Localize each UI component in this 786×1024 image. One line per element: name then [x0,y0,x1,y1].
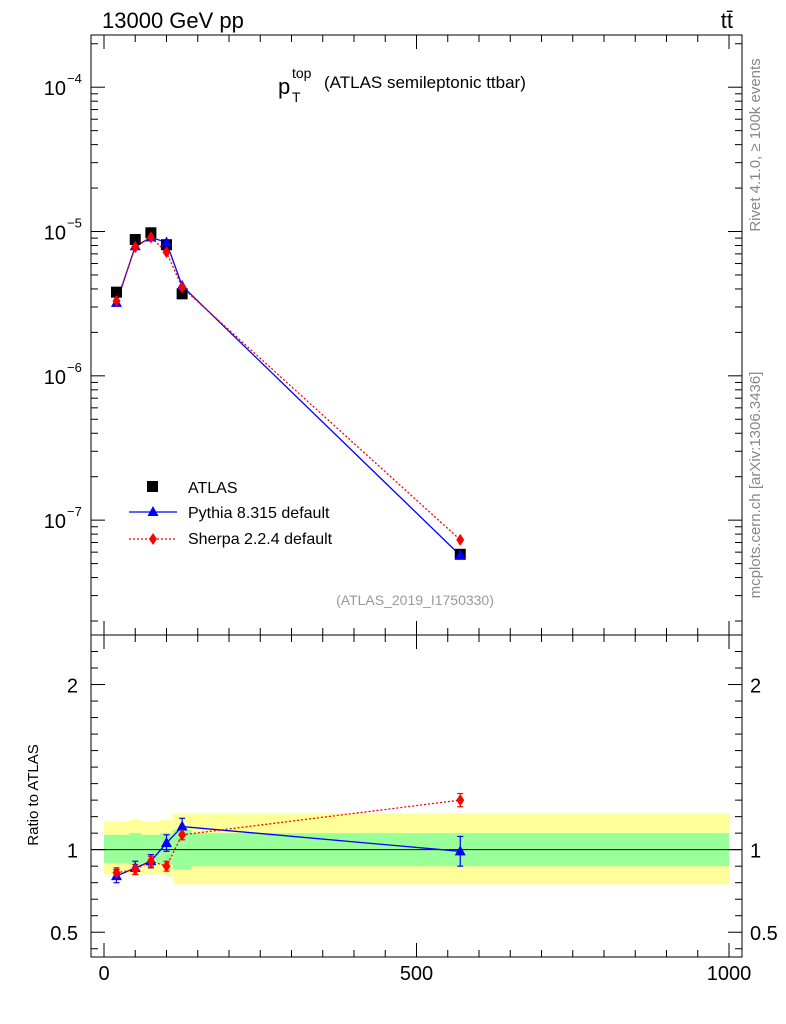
x-tick-label: 1000 [707,963,752,985]
data-point-square [176,288,188,300]
series-line-1 [115,236,461,556]
ratio-tick-label-right: 1 [750,841,761,863]
legend-marker-atlas [147,481,158,492]
data-point-triangle [161,236,172,247]
y-tick-label: 10 [44,511,66,533]
ratio-point-diamond [162,860,171,873]
legend: ATLAS Pythia 8.315 default Sherpa 2.2.4 … [129,480,333,548]
ratio-point-diamond [112,866,121,879]
inner-band-segment [129,833,142,865]
legend-marker-pythia [147,506,159,516]
legend-label-atlas: ATLAS [188,480,238,497]
lower-ticks: 0.5 0.5 1 1 2 2 [50,634,778,950]
lower-series [111,792,466,884]
analysis-tag: (ATLAS_2019_I1750330) [336,592,494,608]
y-tick-exponent: −6 [67,360,82,375]
data-point-diamond [178,281,187,294]
uncertainty-bands [104,813,729,885]
data-point-triangle [454,549,466,560]
upper-panel: 10−410−510−610−7 p top T (ATLAS semilept… [44,34,743,636]
legend-label-sherpa: Sherpa 2.2.4 default [188,531,333,548]
process-label: tt̄ [721,8,733,33]
upper-series [111,227,466,560]
data-point-diamond [146,231,155,244]
ratio-point-triangle [176,820,188,831]
energy-label: 13000 GeV pp [102,8,244,33]
ratio-tick-label-right: 0.5 [750,923,778,945]
y-tick-exponent: −4 [67,71,82,86]
data-point-square [129,234,141,246]
legend-marker-sherpa [149,533,157,545]
ratio-axis-label: Ratio to ATLAS [25,744,42,845]
ratio-tick-label-left: 0.5 [50,923,78,945]
chart-title-sup: top [292,65,312,81]
chart-title-sub: T [292,89,301,105]
inner-band-segment [104,834,129,863]
chart-title-rest: (ATLAS semileptonic ttbar) [324,73,526,92]
data-point-square [111,286,122,298]
data-point-diamond [112,295,121,308]
ratio-point-diamond [146,855,155,868]
ratio-tick-label-left: 2 [67,676,78,698]
y-tick-exponent: −5 [67,216,82,231]
lower-panel: 0.5 0.5 1 1 2 2 Ratio to ATLAS [25,634,778,958]
y-tick-label: 10 [44,367,66,389]
x-tick-label: 0 [98,963,109,985]
data-point-diamond [162,246,171,259]
x-axis: 0 500 1000 [98,35,751,985]
data-point-diamond [456,533,465,546]
rivet-label: Rivet 4.1.0, ≥ 100k events [747,58,764,231]
lower-frame [90,634,743,958]
legend-label-pythia: Pythia 8.315 default [188,505,330,522]
data-point-diamond [131,241,140,254]
mcplots-label: mcplots.cern.ch [arXiv:1306.3436] [747,372,764,599]
y-tick-label: 10 [44,78,66,100]
y-tick-label: 10 [44,223,66,245]
ratio-point-diamond [456,794,465,807]
y-tick-exponent: −7 [67,504,82,519]
x-tick-label: 500 [400,963,433,985]
ratio-point-triangle [454,845,466,856]
ratio-point-diamond [131,863,140,876]
ratio-line-2 [116,799,461,874]
ratio-point-triangle [161,837,172,848]
ratio-tick-label-left: 1 [67,841,78,863]
ratio-point-diamond [178,828,187,841]
chart-title: p [278,74,290,99]
ratio-tick-label-right: 2 [750,676,761,698]
upper-ticks: 10−410−510−610−7 [44,43,742,622]
